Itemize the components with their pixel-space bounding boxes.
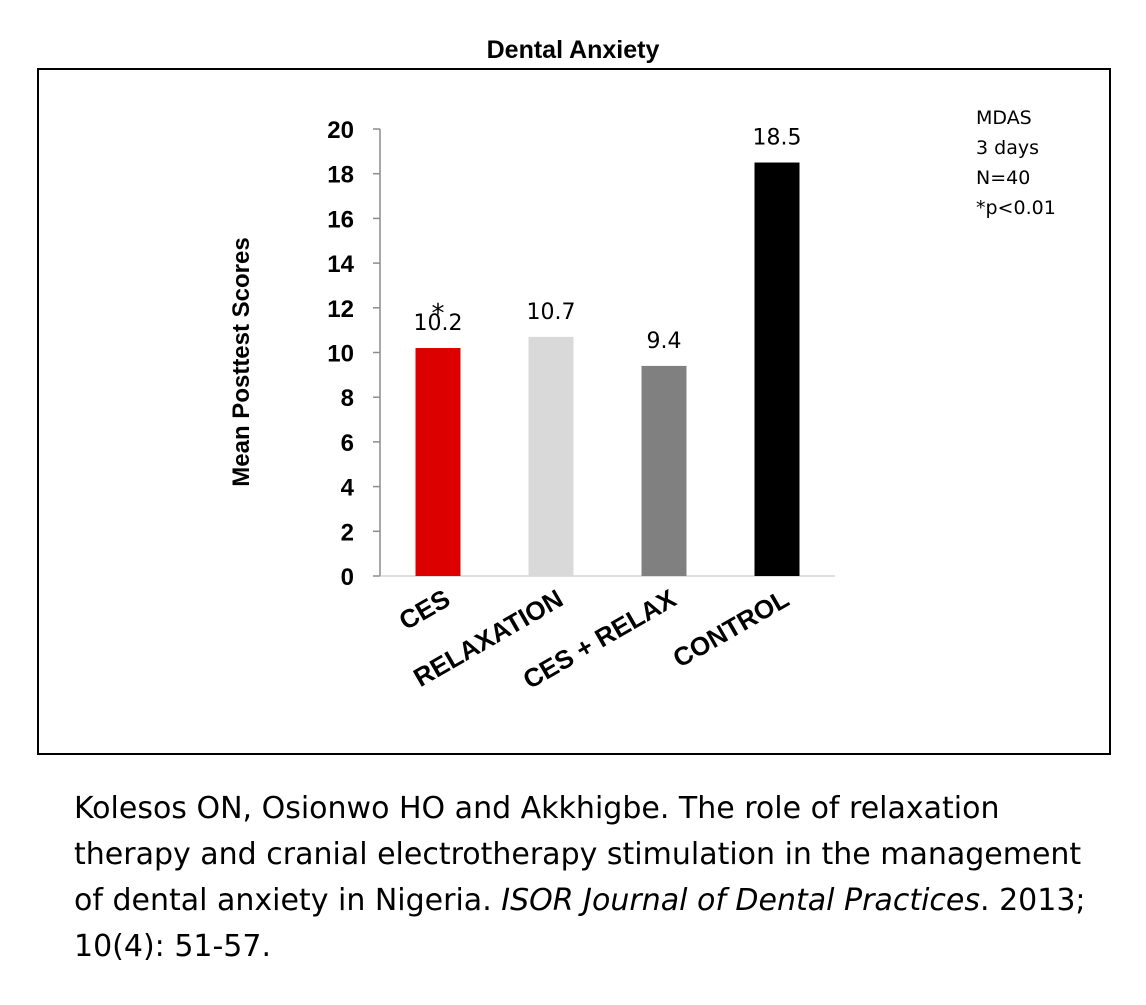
data-label: 9.4 bbox=[647, 329, 682, 354]
y-tick-label: 16 bbox=[327, 206, 354, 233]
y-tick-label: 4 bbox=[341, 475, 355, 502]
citation-authors-title: Kolesos ON, Osionwo HO and Akkhigbe. The… bbox=[74, 791, 1082, 918]
y-tick-label: 0 bbox=[341, 564, 354, 591]
citation-details: . 2013; 10(4): 51-57. bbox=[74, 883, 1086, 964]
bars bbox=[415, 162, 800, 576]
y-axis-title: Mean Posttest Scores bbox=[228, 237, 255, 486]
annotation-significance: *p<0.01 bbox=[976, 197, 1056, 219]
y-axis: 0 2 4 6 8 10 12 14 16 18 20 bbox=[327, 117, 835, 591]
x-tick-label: CES bbox=[394, 583, 455, 636]
citation: Kolesos ON, Osionwo HO and Akkhigbe. The… bbox=[74, 786, 1114, 970]
y-tick-label: 12 bbox=[327, 296, 354, 323]
data-label: 18.5 bbox=[753, 126, 802, 151]
bar-chart: 0 2 4 6 8 10 12 14 16 18 20 10.2* 10.7 9.4 18.5 CESRE… bbox=[228, 117, 835, 695]
annotation-sample-size: N=40 bbox=[976, 167, 1031, 189]
data-label: 10.7 bbox=[527, 300, 576, 325]
y-tick-label: 10 bbox=[327, 341, 354, 368]
chart-annotations: MDAS 3 days N=40 *p<0.01 bbox=[976, 103, 1056, 223]
chart-title: Dental Anxiety bbox=[486, 36, 660, 64]
bar bbox=[415, 348, 461, 576]
y-tick-label: 6 bbox=[341, 430, 354, 457]
bar bbox=[528, 336, 574, 576]
y-tick-label: 20 bbox=[327, 117, 354, 144]
data-label: 10.2 bbox=[414, 311, 463, 336]
data-labels: 10.2* 10.7 9.4 18.5 bbox=[414, 126, 802, 354]
x-tick-label: CONTROL bbox=[668, 583, 794, 673]
annotation-scale: MDAS bbox=[976, 107, 1032, 129]
citation-journal: ISOR Journal of Dental Practices bbox=[501, 883, 980, 918]
significance-marker: * bbox=[432, 299, 445, 329]
chart-frame bbox=[37, 68, 1111, 755]
y-tick-label: 18 bbox=[327, 162, 354, 189]
y-tick-label: 2 bbox=[341, 519, 354, 546]
y-tick-label: 14 bbox=[327, 251, 354, 278]
bar bbox=[641, 365, 687, 576]
y-tick-label: 8 bbox=[341, 385, 354, 412]
annotation-duration: 3 days bbox=[976, 137, 1039, 159]
bar bbox=[754, 162, 800, 576]
